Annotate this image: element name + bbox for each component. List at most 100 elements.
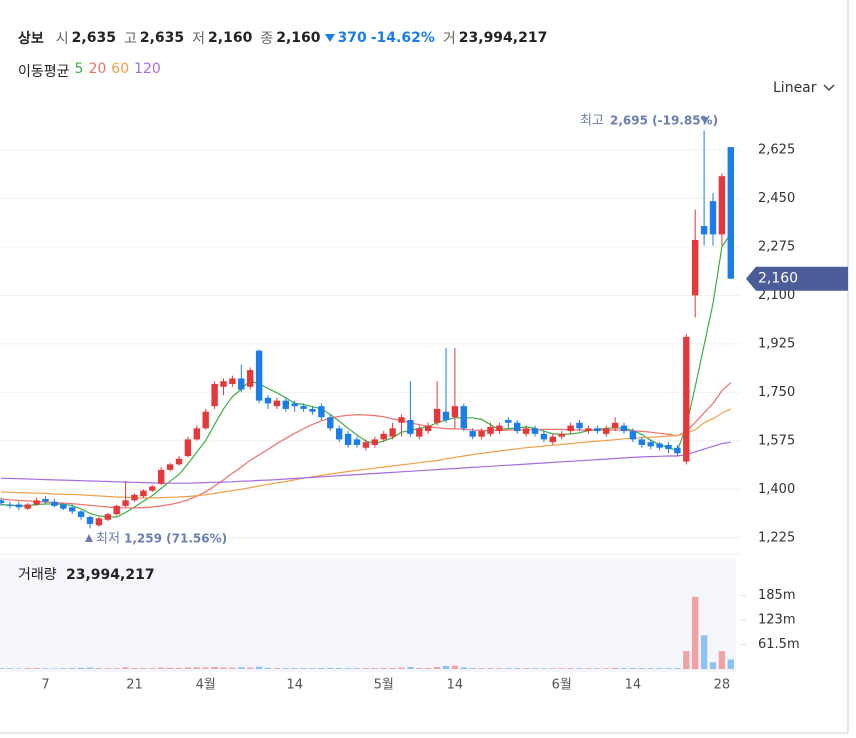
candle-body [6,504,14,506]
change: 370 [337,30,367,46]
volume-bar [175,667,183,669]
volume-bar [158,667,165,669]
candle-body [86,516,94,524]
volume-bar [389,668,396,669]
candle-body [140,490,147,497]
candle-body [95,518,103,526]
candles [0,130,734,529]
volume-bar [140,668,147,669]
volume-bar [727,659,734,669]
last-price-label: 2,160 [758,271,798,287]
volume-bar [460,667,467,669]
volume-bar [51,668,58,669]
candle-body [149,486,156,491]
candle-body [442,411,450,421]
candle-body [629,431,637,440]
volume-bar [398,667,405,669]
volume-bar [131,667,138,669]
candle-body [166,464,174,470]
low-marker [85,534,93,542]
volume-bar [451,665,459,669]
candle-body [700,226,708,235]
volume-bar [95,668,103,669]
volume-bar [371,668,378,669]
candle-body [0,500,5,504]
high-label: 최고 [580,114,604,129]
volume-bar [15,668,22,669]
volume-bar [86,667,94,669]
candle-body [416,428,423,437]
volume-bar [487,668,494,669]
volume-bar [211,666,218,669]
labels: 1,225 1,400 1,575 1,750 1,925 2,100 2,275 2,450… [41,142,848,693]
volume-last: 23,994,217 [66,567,155,583]
candle-body [451,406,459,418]
change-pct: -14.62% [370,30,435,46]
scale-toggle[interactable]: Linear [773,80,835,96]
candle-body [77,511,85,517]
candle-body [51,501,58,506]
x-tick-label: 6월 [552,678,572,693]
volume-bar [60,668,67,669]
candle-body [131,494,138,501]
candle-body [522,428,530,434]
y-tick-label: 1,925 [758,336,795,351]
stock-name: 상보 [18,31,44,47]
scale-mode[interactable]: Linear [773,80,817,96]
volume-title: 거래량 [18,567,57,583]
volume-bar [442,665,450,669]
volume-bar [683,651,690,669]
candle-body [300,406,307,409]
volume-tick-label: 185m [758,588,795,603]
candle-body [496,425,503,432]
x-tick-label: 21 [126,678,143,693]
candle-body [407,420,414,434]
volume-bar [264,667,272,669]
candle-body [727,147,734,279]
close-value: 2,160 [276,30,321,46]
volume-bar [300,668,307,669]
high-marker [701,117,709,125]
volume-bar [594,668,601,669]
candle-body [603,428,610,434]
volume-bar [540,668,548,669]
candle-body [674,447,681,454]
x-tick-label: 4월 [196,678,216,693]
volume-bar [255,666,263,669]
x-tick-label: 14 [625,678,642,693]
volume-bar [407,666,414,669]
volume-bar [0,668,5,669]
volume-bar [149,668,156,669]
candle-body [24,504,31,509]
candle-body [255,350,263,401]
volume-tick-label: 61.5m [758,637,800,652]
volume-bar [718,651,726,669]
volume-bar [425,667,432,669]
volume-bar [202,667,209,669]
candle-body [389,428,396,437]
volume-bar [638,668,645,669]
volume-bar [291,668,298,669]
volume-bar [42,668,49,669]
x-tick-label: 7 [41,678,49,693]
ma-lines [0,233,732,518]
candle-body [211,383,218,407]
candle-body [692,239,699,296]
volume-bar [647,668,654,669]
ma-line [0,408,732,499]
candle-body [175,458,183,465]
low-value: 2,160 [208,30,253,46]
candle-body [229,378,236,384]
volume-bar [380,668,387,669]
y-tick-label: 1,400 [758,482,795,497]
volume-bar [496,668,503,669]
candle-body [594,428,601,432]
volume-bar [220,667,227,669]
volume-bar [309,668,316,669]
candle-body [549,436,556,443]
legend-entry: 20 [88,61,107,77]
candle-body [558,433,565,437]
candle-body [69,507,76,512]
